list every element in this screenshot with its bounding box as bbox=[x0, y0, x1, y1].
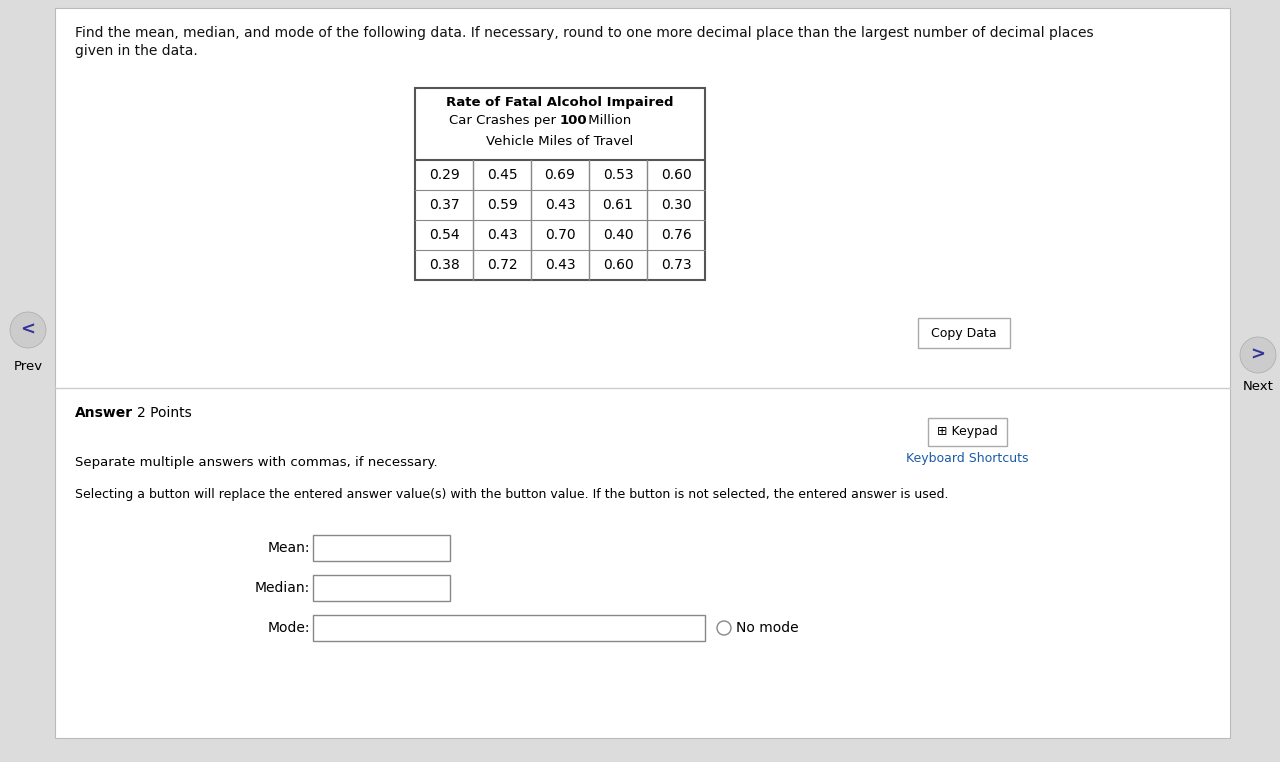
Text: Answer: Answer bbox=[76, 406, 133, 420]
Text: Prev: Prev bbox=[13, 360, 42, 373]
Text: 0.73: 0.73 bbox=[660, 258, 691, 272]
Text: Keyboard Shortcuts: Keyboard Shortcuts bbox=[906, 452, 1029, 465]
Text: Find the mean, median, and mode of the following data. If necessary, round to on: Find the mean, median, and mode of the f… bbox=[76, 26, 1093, 40]
Text: 0.60: 0.60 bbox=[603, 258, 634, 272]
FancyBboxPatch shape bbox=[314, 575, 451, 601]
Text: 0.69: 0.69 bbox=[544, 168, 576, 182]
Text: Copy Data: Copy Data bbox=[931, 326, 997, 340]
Text: 0.76: 0.76 bbox=[660, 228, 691, 242]
Text: No mode: No mode bbox=[736, 621, 799, 635]
Text: ⊞ Keypad: ⊞ Keypad bbox=[937, 425, 998, 438]
Text: Median:: Median: bbox=[255, 581, 310, 595]
Text: Mean:: Mean: bbox=[268, 541, 310, 555]
Circle shape bbox=[1240, 337, 1276, 373]
Text: given in the data.: given in the data. bbox=[76, 44, 197, 58]
Text: 0.59: 0.59 bbox=[486, 198, 517, 212]
Text: 2 Points: 2 Points bbox=[137, 406, 192, 420]
FancyBboxPatch shape bbox=[55, 8, 1230, 738]
Text: 0.53: 0.53 bbox=[603, 168, 634, 182]
Text: Mode:: Mode: bbox=[268, 621, 310, 635]
FancyBboxPatch shape bbox=[314, 535, 451, 561]
Text: 0.43: 0.43 bbox=[545, 198, 575, 212]
Text: Separate multiple answers with commas, if necessary.: Separate multiple answers with commas, i… bbox=[76, 456, 438, 469]
FancyBboxPatch shape bbox=[918, 318, 1010, 348]
FancyBboxPatch shape bbox=[928, 418, 1007, 446]
Text: 0.72: 0.72 bbox=[486, 258, 517, 272]
Text: 0.54: 0.54 bbox=[429, 228, 460, 242]
Text: 0.37: 0.37 bbox=[429, 198, 460, 212]
Bar bbox=[415, 88, 705, 280]
Text: 0.38: 0.38 bbox=[429, 258, 460, 272]
Text: >: > bbox=[1251, 346, 1266, 364]
Text: 100: 100 bbox=[561, 114, 588, 127]
Circle shape bbox=[10, 312, 46, 348]
Text: Rate of Fatal Alcohol Impaired: Rate of Fatal Alcohol Impaired bbox=[447, 96, 673, 109]
Text: 0.43: 0.43 bbox=[486, 228, 517, 242]
FancyBboxPatch shape bbox=[314, 615, 705, 641]
Text: 0.45: 0.45 bbox=[486, 168, 517, 182]
Text: Selecting a button will replace the entered answer value(s) with the button valu: Selecting a button will replace the ente… bbox=[76, 488, 948, 501]
Circle shape bbox=[717, 621, 731, 635]
Text: <: < bbox=[20, 321, 36, 339]
Text: Vehicle Miles of Travel: Vehicle Miles of Travel bbox=[486, 135, 634, 148]
Text: Million: Million bbox=[584, 114, 631, 127]
Text: 0.60: 0.60 bbox=[660, 168, 691, 182]
Text: 0.61: 0.61 bbox=[603, 198, 634, 212]
Text: Next: Next bbox=[1243, 380, 1274, 393]
Text: 0.40: 0.40 bbox=[603, 228, 634, 242]
Text: 0.29: 0.29 bbox=[429, 168, 460, 182]
Text: Car Crashes per: Car Crashes per bbox=[449, 114, 561, 127]
Text: 0.43: 0.43 bbox=[545, 258, 575, 272]
Text: 0.70: 0.70 bbox=[545, 228, 575, 242]
Text: 0.30: 0.30 bbox=[660, 198, 691, 212]
